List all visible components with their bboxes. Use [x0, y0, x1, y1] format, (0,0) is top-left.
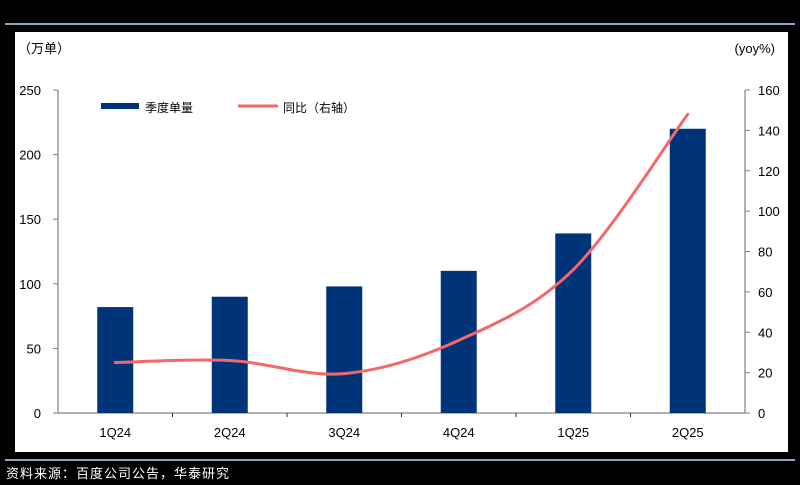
bar — [326, 286, 363, 413]
x-tick-label: 2Q25 — [672, 425, 704, 440]
chart-panel: 0 50 100 150 200 250 0 20 40 60 80 100 120 140 160 1Q24… — [15, 32, 788, 452]
top-rule — [5, 23, 795, 25]
right-tick-label: 80 — [758, 245, 772, 260]
right-tick-label: 140 — [758, 123, 780, 138]
x-tick-label: 1Q24 — [99, 425, 131, 440]
right-tick-label: 40 — [758, 325, 772, 340]
legend-bar-swatch — [101, 103, 139, 109]
left-tick-label: 100 — [19, 277, 41, 292]
right-tick-label: 100 — [758, 204, 780, 219]
source-note: 资料来源：百度公司公告，华泰研究 — [6, 467, 231, 482]
right-tick-label: 60 — [758, 285, 772, 300]
right-tick-label: 0 — [758, 406, 765, 421]
left-tick-label: 250 — [19, 83, 41, 98]
right-tick-label: 160 — [758, 83, 780, 98]
bar — [97, 307, 134, 413]
bottom-rule — [5, 459, 795, 461]
x-tick-label: 1Q25 — [557, 425, 589, 440]
right-tick-label: 20 — [758, 366, 772, 381]
x-tick-label: 4Q24 — [443, 425, 475, 440]
legend-line-label: 同比（右轴） — [283, 100, 355, 115]
left-tick-label: 150 — [19, 212, 41, 227]
x-tick-label: 3Q24 — [328, 425, 360, 440]
left-tick-label: 50 — [27, 341, 41, 356]
legend-bar-label: 季度单量 — [145, 100, 193, 115]
left-axis-label: （万单） — [18, 41, 70, 56]
right-tick-label: 120 — [758, 164, 780, 179]
bar — [555, 233, 592, 413]
bar — [669, 128, 706, 413]
right-axis-label: (yoy%) — [735, 41, 775, 56]
x-tick-label: 2Q24 — [214, 425, 246, 440]
chart: 0 50 100 150 200 250 0 20 40 60 80 100 120 140 160 1Q24… — [18, 41, 780, 440]
bar — [211, 296, 248, 413]
left-tick-label: 200 — [19, 148, 41, 163]
left-tick-label: 0 — [34, 406, 41, 421]
yoy-line — [113, 112, 690, 376]
